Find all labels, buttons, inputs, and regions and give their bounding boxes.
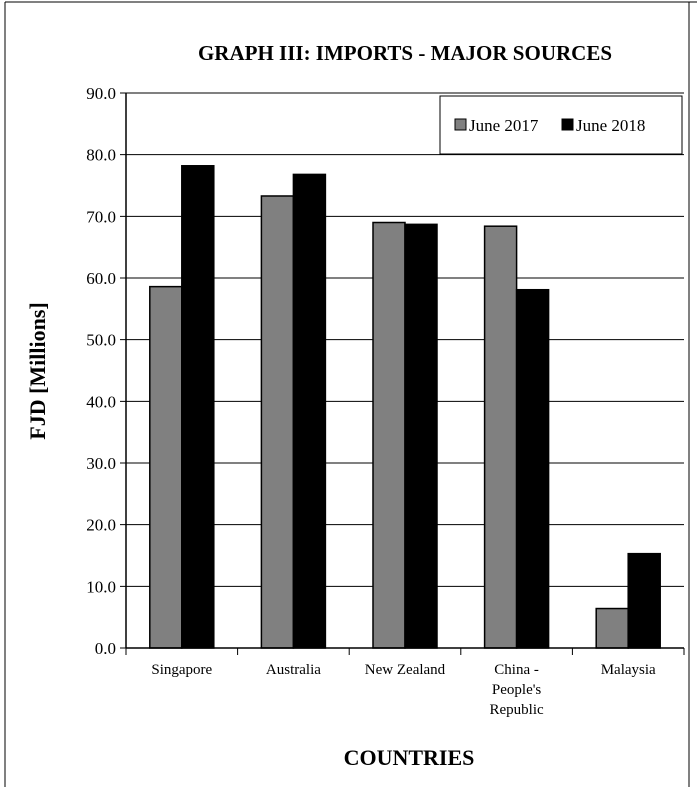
legend-swatch	[454, 118, 467, 131]
x-tick-label-line: Malaysia	[601, 662, 656, 678]
x-tick-label-line: China -	[494, 662, 539, 678]
legend-box	[439, 95, 683, 155]
x-tick-label-line: Australia	[266, 662, 321, 678]
x-tick-label-line: Republic	[490, 702, 544, 718]
y-tick-label: 30.0	[86, 454, 116, 473]
bar-june-2018	[181, 165, 215, 649]
y-tick-label: 0.0	[95, 639, 116, 658]
chart-title: GRAPH III: IMPORTS - MAJOR SOURCES	[198, 41, 612, 65]
bar-june-2018	[292, 173, 327, 649]
x-tick-label: China - People's Republic	[490, 662, 544, 718]
axes	[125, 93, 685, 655]
y-tick-label: 60.0	[86, 269, 116, 288]
bar-june-2018	[627, 552, 661, 649]
legend-swatch	[561, 118, 574, 131]
y-tick-label: 50.0	[86, 331, 116, 350]
y-tick-labels: 0.0 10.0 20.0 30.0 40.0 50.0 60.0 70.0 80.0 90.0	[86, 84, 116, 658]
x-tick-label: Australia	[266, 662, 321, 678]
y-tick-label: 90.0	[86, 84, 116, 103]
y-tick-label: 70.0	[86, 207, 116, 226]
x-tick-label: Malaysia	[601, 662, 656, 678]
x-axis-label: COUNTRIES	[344, 745, 475, 770]
legend-label: June 2017	[469, 116, 539, 135]
bar-june-2017	[595, 607, 629, 649]
bar-june-2017	[260, 195, 295, 649]
bar-june-2018	[404, 223, 438, 649]
bar-june-2017	[149, 285, 183, 649]
bar-june-2017	[483, 225, 518, 649]
x-tick-label: Singapore	[151, 662, 212, 678]
x-tick-label-line: Singapore	[151, 662, 212, 678]
x-tick-label-line: New Zealand	[365, 662, 446, 678]
bar-june-2017	[372, 221, 406, 649]
bars	[149, 165, 661, 649]
x-tick-label-line: People's	[492, 682, 542, 698]
y-tick-label: 20.0	[86, 516, 116, 535]
y-axis-label: FJD [Millions]	[25, 302, 50, 440]
legend: June 2017 June 2018	[439, 95, 683, 155]
y-tick-label: 10.0	[86, 577, 116, 596]
y-tick-label: 80.0	[86, 146, 116, 165]
x-tick-label: New Zealand	[365, 662, 446, 678]
y-tick-label: 40.0	[86, 392, 116, 411]
x-tick-labels: Singapore Australia New Zealand China - Peop…	[151, 662, 656, 718]
legend-label: June 2018	[576, 116, 645, 135]
bar-june-2018	[515, 288, 550, 649]
